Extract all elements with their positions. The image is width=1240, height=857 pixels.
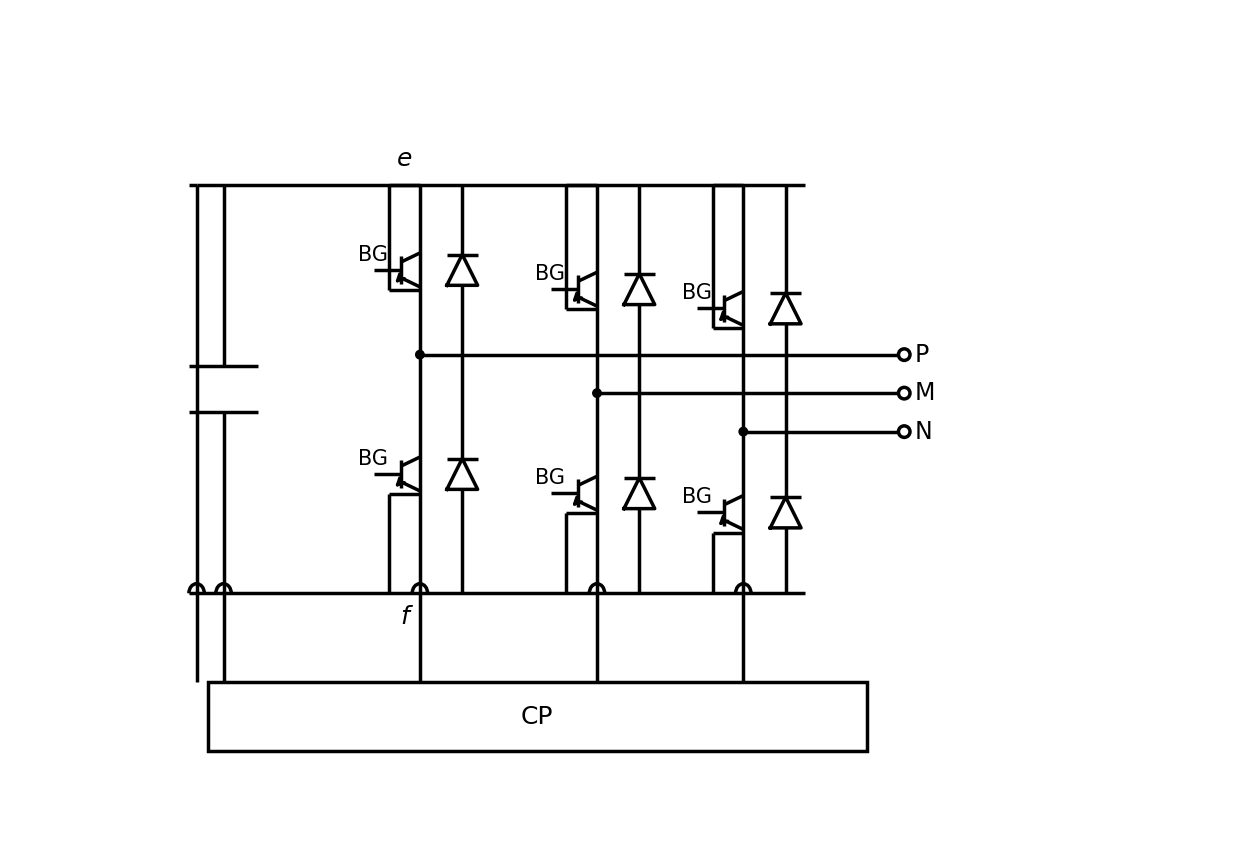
- Text: BG: BG: [536, 468, 565, 488]
- Text: M: M: [915, 381, 935, 405]
- Text: BG: BG: [682, 487, 712, 507]
- Text: BG: BG: [682, 283, 712, 303]
- Text: BG: BG: [358, 244, 388, 265]
- Circle shape: [593, 389, 601, 398]
- Text: P: P: [915, 343, 929, 367]
- Text: BG: BG: [358, 448, 388, 469]
- Circle shape: [739, 428, 748, 436]
- Text: CP: CP: [521, 704, 553, 728]
- Text: N: N: [915, 420, 932, 444]
- Text: BG: BG: [536, 264, 565, 284]
- FancyBboxPatch shape: [208, 682, 867, 752]
- Text: e: e: [397, 147, 412, 171]
- Circle shape: [415, 351, 424, 359]
- Text: f: f: [401, 605, 409, 629]
